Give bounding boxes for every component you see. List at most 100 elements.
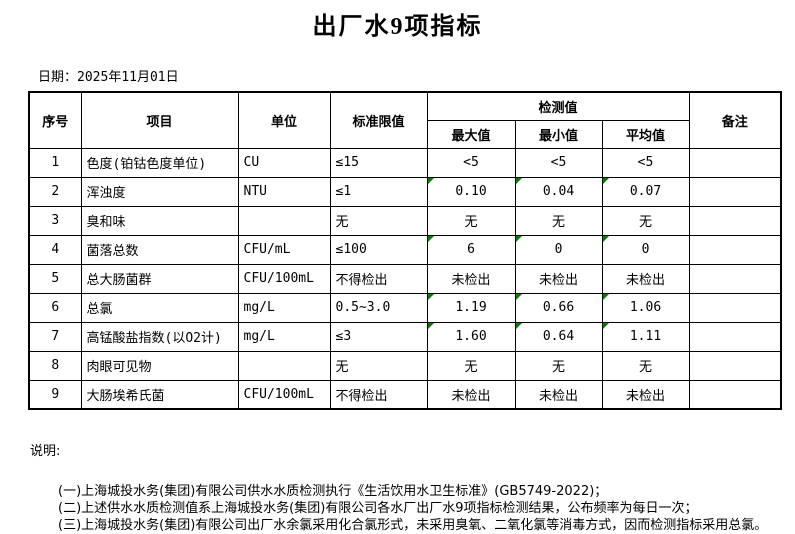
- header-row-2: 最大值 最小值 平均值: [29, 119, 781, 149]
- cell-min: 未检出: [514, 263, 603, 294]
- table-row: 1 色度(铂钴色度单位) CU ≤15 <5 <5 <5: [28, 147, 782, 178]
- col-header-avg: 平均值: [601, 119, 690, 149]
- table-row: 6 总氯 mg/L 0.5~3.0 1.19 0.66 1.06: [28, 292, 782, 323]
- header-row-1: 序号 项目 单位 标准限值 检测值 备注: [28, 91, 782, 149]
- cell-item: 色度(铂钴色度单位): [80, 147, 239, 178]
- cell-avg: 0: [601, 234, 690, 265]
- table-row: 5 总大肠菌群 CFU/100mL 不得检出 未检出 未检出 未检出: [28, 263, 782, 294]
- table-row: 3 臭和味无无无无: [28, 205, 782, 236]
- cell-item: 大肠埃希氏菌: [80, 379, 239, 410]
- cell-avg: 1.11: [601, 321, 690, 352]
- col-header-detection: 检测值: [426, 91, 690, 121]
- note-line: (一)上海城投水务(集团)有限公司供水水质检测执行《生活饮用水卫生标准》(GB5…: [58, 484, 608, 499]
- cell-max: <5: [426, 147, 516, 178]
- cell-unit: CFU/mL: [237, 234, 331, 265]
- cell-avg: 无: [601, 350, 690, 381]
- col-header-limit: 标准限值: [329, 91, 428, 149]
- note-line: (二)上述供水水质检测值系上海城投水务(集团)有限公司各水厂出厂水9项指标检测结…: [58, 501, 698, 516]
- cell-min: 无: [514, 350, 603, 381]
- cell-limit: ≤100: [329, 234, 428, 265]
- water-quality-table: 序号 项目 单位 标准限值 检测值 备注 最大值 最小值 平均值 1 色度(铂钴色…: [28, 91, 782, 410]
- table-row: 4 菌落总数 CFU/mL ≤100 6 0 0: [28, 234, 782, 265]
- cell-remark: [688, 263, 782, 294]
- cell-avg: 无: [601, 205, 690, 236]
- note-lines: (一)上海城投水务(集团)有限公司供水水质检测执行《生活饮用水卫生标准》(GB5…: [58, 483, 795, 534]
- cell-avg: 1.06: [601, 292, 690, 323]
- cell-min: 未检出: [514, 379, 603, 410]
- notes-section: 说明: (一)上海城投水务(集团)有限公司供水水质检测执行《生活饮用水卫生标准》…: [30, 440, 795, 534]
- cell-avg: 未检出: [601, 263, 690, 294]
- cell-avg: 0.07: [601, 176, 690, 207]
- col-header-max: 最大值: [426, 119, 516, 149]
- col-header-item: 项目: [80, 91, 239, 149]
- cell-item: 高锰酸盐指数(以O2计): [80, 321, 239, 352]
- report-date: 日期：2025年11月01日: [38, 66, 795, 85]
- cell-remark: [688, 176, 782, 207]
- cell-remark: [688, 147, 782, 178]
- cell-limit: 无: [329, 350, 428, 381]
- table-row: 7 高锰酸盐指数(以O2计) mg/L ≤3 1.60 0.64 1.11: [28, 321, 782, 352]
- cell-item: 臭和味: [80, 205, 239, 236]
- table-header: 序号 项目 单位 标准限值 检测值 备注 最大值 最小值 平均值: [28, 91, 782, 149]
- cell-no: 8: [28, 350, 82, 381]
- cell-no: 7: [28, 321, 82, 352]
- cell-max: 未检出: [426, 263, 516, 294]
- table-body: 1 色度(铂钴色度单位) CU ≤15 <5 <5 <5 2 浑浊度 NTU ≤1 0.10 0.04 0…: [28, 147, 782, 410]
- cell-limit: 不得检出: [329, 263, 428, 294]
- cell-remark: [688, 379, 782, 410]
- date-label: 日期：: [38, 70, 78, 85]
- cell-min: <5: [514, 147, 603, 178]
- cell-unit: [237, 205, 331, 236]
- cell-no: 6: [28, 292, 82, 323]
- col-header-no: 序号: [28, 91, 82, 149]
- col-header-min: 最小值: [514, 119, 603, 149]
- cell-unit: NTU: [237, 176, 331, 207]
- date-value: 2025年11月01日: [77, 70, 179, 85]
- cell-max: 无: [426, 350, 516, 381]
- cell-no: 2: [28, 176, 82, 207]
- cell-avg: 未检出: [601, 379, 690, 410]
- cell-item: 浑浊度: [80, 176, 239, 207]
- cell-unit: mg/L: [237, 292, 331, 323]
- cell-remark: [688, 292, 782, 323]
- cell-avg: <5: [601, 147, 690, 178]
- cell-item: 菌落总数: [80, 234, 239, 265]
- col-header-unit: 单位: [237, 91, 331, 149]
- cell-max: 1.19: [426, 292, 516, 323]
- cell-max: 未检出: [426, 379, 516, 410]
- cell-min: 0.64: [514, 321, 603, 352]
- cell-unit: mg/L: [237, 321, 331, 352]
- cell-min: 0.04: [514, 176, 603, 207]
- cell-item: 总氯: [80, 292, 239, 323]
- table-row: 8 肉眼可见物无无无无: [28, 350, 782, 381]
- cell-no: 9: [28, 379, 82, 410]
- note-line: (三)上海城投水务(集团)有限公司出厂水余氯采用化合氯形式，未采用臭氧、二氧化氯…: [58, 518, 768, 533]
- cell-item: 总大肠菌群: [80, 263, 239, 294]
- cell-min: 0.66: [514, 292, 603, 323]
- cell-limit: 0.5~3.0: [329, 292, 428, 323]
- cell-remark: [688, 350, 782, 381]
- cell-no: 5: [28, 263, 82, 294]
- cell-max: 0.10: [426, 176, 516, 207]
- cell-remark: [688, 321, 782, 352]
- cell-min: 0: [514, 234, 603, 265]
- page-title: 出厂水9项指标: [312, 14, 483, 40]
- cell-limit: ≤3: [329, 321, 428, 352]
- cell-remark: [688, 205, 782, 236]
- table-row: 9 大肠埃希氏菌 CFU/100mL 不得检出 未检出 未检出 未检出: [28, 379, 782, 410]
- cell-max: 无: [426, 205, 516, 236]
- cell-item: 肉眼可见物: [80, 350, 239, 381]
- cell-unit: [237, 350, 331, 381]
- cell-unit: CU: [237, 147, 331, 178]
- cell-limit: ≤15: [329, 147, 428, 178]
- cell-no: 3: [28, 205, 82, 236]
- cell-max: 1.60: [426, 321, 516, 352]
- col-header-remark: 备注: [688, 91, 782, 149]
- notes-heading: 说明:: [30, 444, 61, 459]
- cell-limit: 不得检出: [329, 379, 428, 410]
- cell-min: 无: [514, 205, 603, 236]
- cell-unit: CFU/100mL: [237, 263, 331, 294]
- cell-no: 1: [28, 147, 82, 178]
- cell-max: 6: [426, 234, 516, 265]
- cell-limit: 无: [329, 205, 428, 236]
